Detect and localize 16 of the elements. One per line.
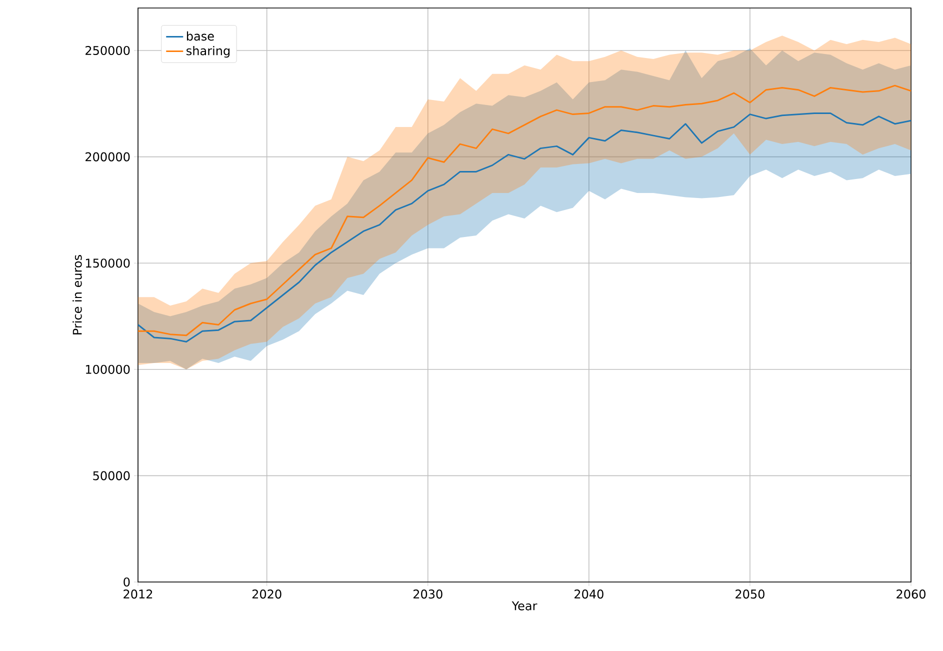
y-tick-label: 150000 — [86, 258, 130, 268]
x-axis-title: Year — [512, 601, 538, 610]
x-tick-label: 2020 — [252, 590, 282, 599]
y-tick-label: 100000 — [86, 364, 130, 374]
x-tick-label: 2012 — [124, 590, 152, 599]
x-tick-label: 2060 — [896, 590, 926, 599]
legend-label: sharing — [186, 46, 230, 58]
y-tick-label: 250000 — [86, 46, 130, 56]
y-tick-label: 200000 — [86, 152, 130, 162]
x-tick-label: 2050 — [736, 590, 764, 599]
x-tick-label: 2030 — [413, 590, 442, 599]
y-tick-label: 0 — [124, 577, 130, 587]
y-tick-label: 50000 — [93, 471, 130, 480]
y-axis-title: Price in euros — [72, 255, 82, 334]
legend-label: base — [186, 31, 214, 41]
x-tick-label: 2040 — [574, 590, 604, 599]
